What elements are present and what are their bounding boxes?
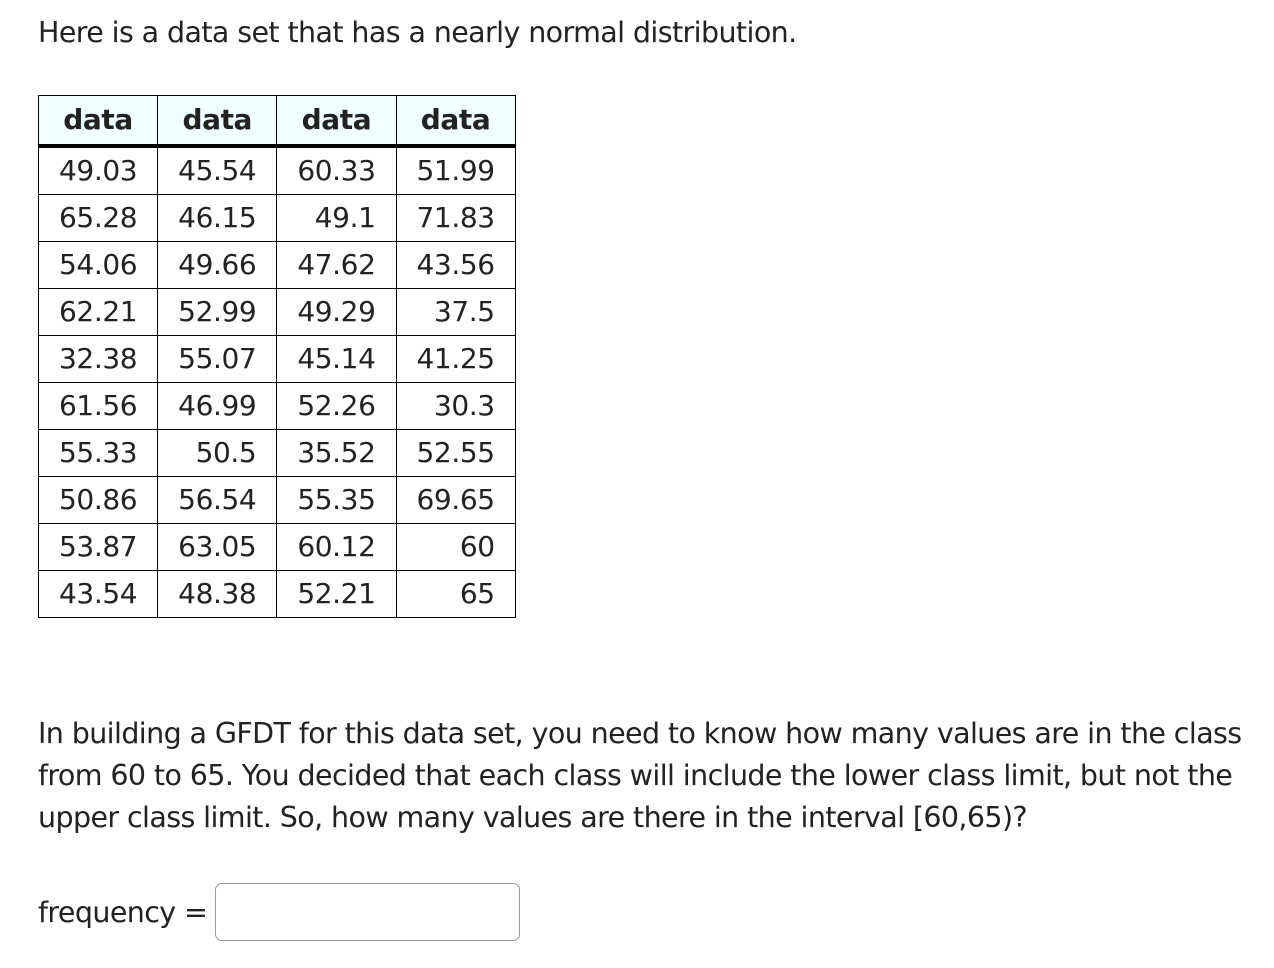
table-cell: 56.54 xyxy=(157,476,278,524)
answer-row: frequency = xyxy=(38,883,521,941)
table-cell: 48.38 xyxy=(157,570,278,618)
table-cell: 52.55 xyxy=(395,429,516,477)
column-header: data xyxy=(157,95,278,148)
table-cell: 30.3 xyxy=(395,382,516,430)
table-cell: 35.52 xyxy=(276,429,397,477)
table-row: 43.54 48.38 52.21 65 xyxy=(37,570,516,618)
table-cell: 63.05 xyxy=(157,523,278,571)
frequency-label: frequency = xyxy=(38,895,208,929)
table-cell: 46.99 xyxy=(157,382,278,430)
table-cell: 41.25 xyxy=(395,335,516,383)
table-cell: 65 xyxy=(395,570,516,618)
table-row: 55.33 50.5 35.52 52.55 xyxy=(37,429,516,477)
table-row: 50.86 56.54 55.35 69.65 xyxy=(37,476,516,524)
table-cell: 52.99 xyxy=(157,288,278,336)
table-cell: 49.03 xyxy=(37,145,159,195)
table-cell: 49.29 xyxy=(276,288,397,336)
table-cell: 45.14 xyxy=(276,335,397,383)
table-cell: 37.5 xyxy=(395,288,516,336)
table-cell: 71.83 xyxy=(395,194,516,242)
table-cell: 49.1 xyxy=(276,194,397,242)
table-cell: 61.56 xyxy=(37,382,159,430)
table-row: 54.06 49.66 47.62 43.56 xyxy=(37,241,516,289)
table-cell: 50.86 xyxy=(37,476,159,524)
table-cell: 60.33 xyxy=(276,145,397,195)
table-cell: 51.99 xyxy=(395,145,516,195)
table-cell: 53.87 xyxy=(37,523,159,571)
table-cell: 43.54 xyxy=(37,570,159,618)
table-cell: 43.56 xyxy=(395,241,516,289)
table-cell: 55.33 xyxy=(37,429,159,477)
intro-text: Here is a data set that has a nearly nor… xyxy=(38,16,797,49)
table-cell: 55.35 xyxy=(276,476,397,524)
table-cell: 65.28 xyxy=(37,194,159,242)
table-cell: 49.66 xyxy=(157,241,278,289)
table-row: 53.87 63.05 60.12 60 xyxy=(37,523,516,571)
table-row: 62.21 52.99 49.29 37.5 xyxy=(37,288,516,336)
column-header: data xyxy=(37,95,159,148)
table-cell: 47.62 xyxy=(276,241,397,289)
table-cell: 50.5 xyxy=(157,429,278,477)
table-cell: 62.21 xyxy=(37,288,159,336)
column-header: data xyxy=(395,95,516,148)
table-row: 32.38 55.07 45.14 41.25 xyxy=(37,335,516,383)
table-cell: 46.15 xyxy=(157,194,278,242)
table-cell: 32.38 xyxy=(37,335,159,383)
table-cell: 60.12 xyxy=(276,523,397,571)
frequency-input[interactable] xyxy=(215,883,521,941)
column-header: data xyxy=(276,95,397,148)
table-cell: 45.54 xyxy=(157,145,278,195)
table-row: 61.56 46.99 52.26 30.3 xyxy=(37,382,516,430)
data-table: data data data data 49.03 45.54 60.33 51… xyxy=(37,95,516,618)
table-cell: 54.06 xyxy=(37,241,159,289)
table-cell: 55.07 xyxy=(157,335,278,383)
table-row: 49.03 45.54 60.33 51.99 xyxy=(37,145,516,195)
question-text: In building a GFDT for this data set, yo… xyxy=(38,717,1242,834)
table-row: 65.28 46.15 49.1 71.83 xyxy=(37,194,516,242)
table-header-row: data data data data xyxy=(37,95,516,148)
table-cell: 52.21 xyxy=(276,570,397,618)
table-cell: 52.26 xyxy=(276,382,397,430)
table-cell: 69.65 xyxy=(395,476,516,524)
table-cell: 60 xyxy=(395,523,516,571)
